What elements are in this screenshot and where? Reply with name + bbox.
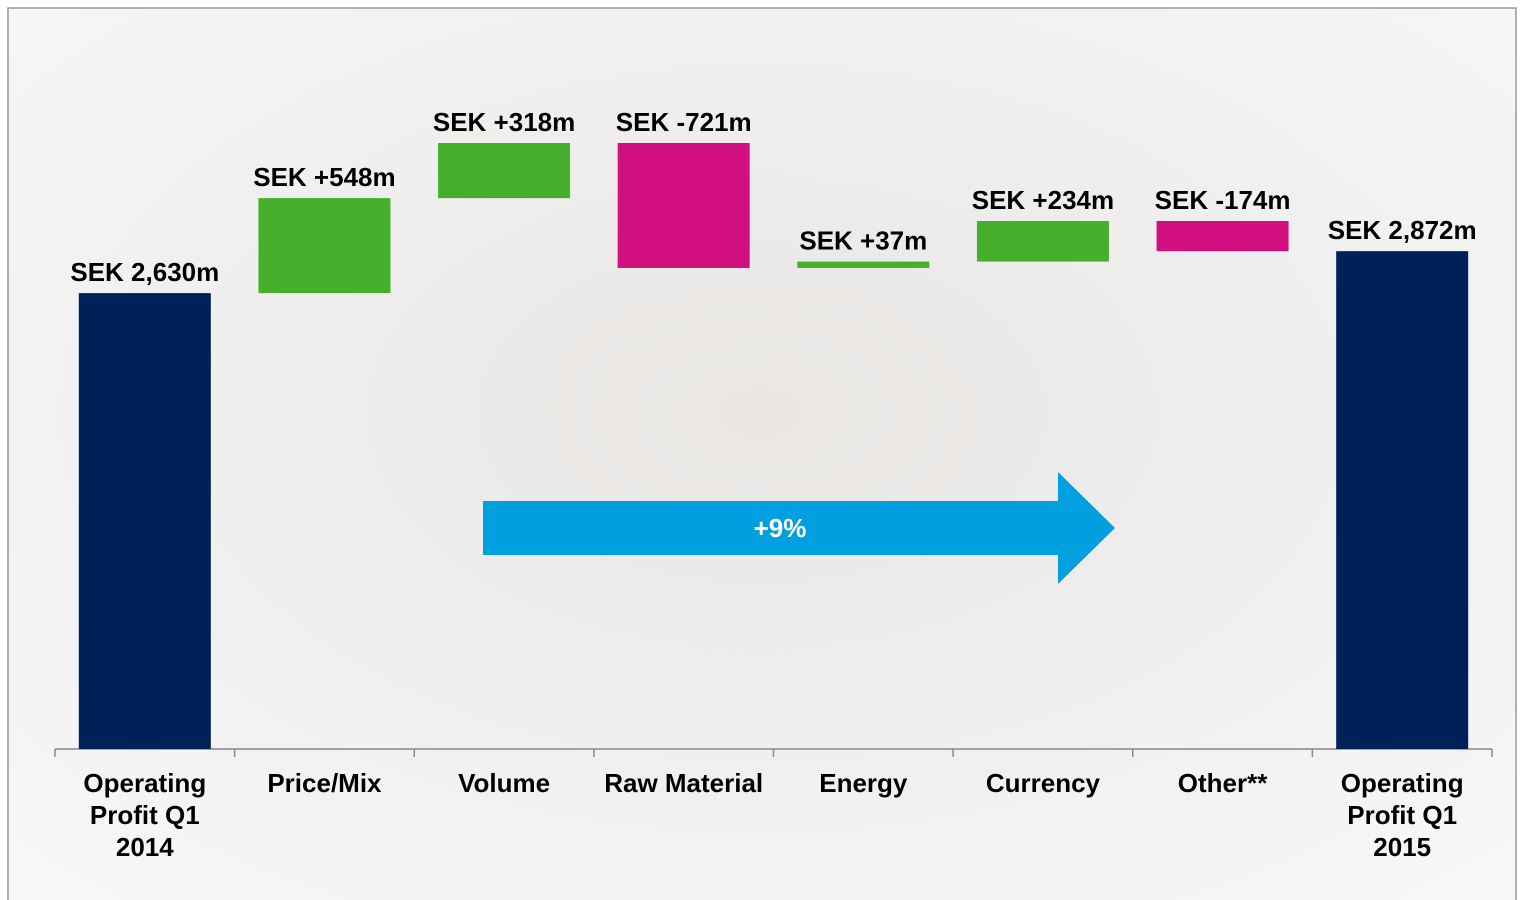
x-tick-label: Raw Material [599,767,769,799]
bar [258,198,390,293]
value-label: SEK -721m [616,107,752,137]
arrow-label: +9% [754,513,807,543]
x-tick-label: Energy [778,767,948,799]
bar [797,262,929,268]
x-tick-label: Price/Mix [239,767,409,799]
x-tick-label: Volume [419,767,589,799]
value-label: SEK 2,872m [1328,215,1477,245]
bar [1157,221,1289,251]
chart: SEK 2,630m SEK +548m SEK +318m SEK -721m SEK… [0,0,1524,900]
value-label: SEK 2,630m [70,257,219,287]
value-label: SEK +234m [972,185,1114,215]
bar [977,221,1109,262]
x-tick-label: Operating Profit Q1 2015 [1317,767,1487,863]
bar [618,143,750,268]
value-label: SEK +318m [433,107,575,137]
x-tick-label: Other** [1138,767,1308,799]
value-label: SEK -174m [1155,185,1291,215]
bar [1336,251,1468,749]
bar [438,143,570,198]
page: SEK 2,630m SEK +548m SEK +318m SEK -721m SEK… [0,0,1524,900]
value-label: SEK +37m [799,226,927,256]
value-label: SEK +548m [253,162,395,192]
bar [79,293,211,749]
x-tick-label: Currency [958,767,1128,799]
x-tick-label: Operating Profit Q1 2014 [60,767,230,863]
